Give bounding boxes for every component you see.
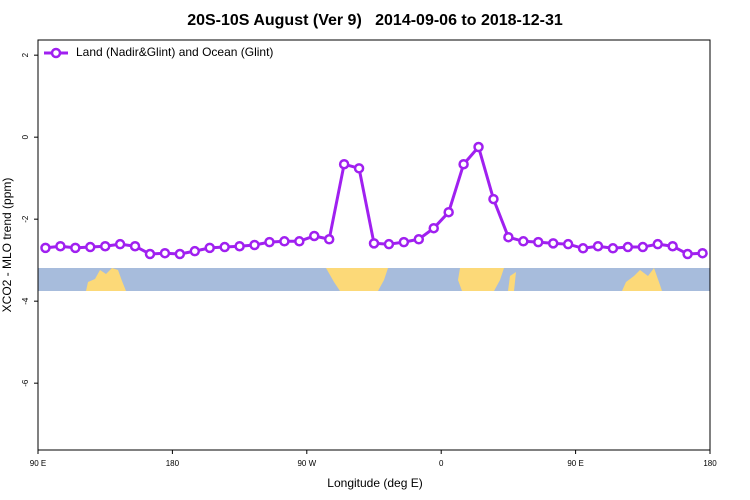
y-tick-label: 0 bbox=[21, 134, 30, 139]
map-strip bbox=[38, 268, 710, 291]
data-point bbox=[443, 206, 454, 218]
data-point bbox=[518, 236, 529, 247]
data-point bbox=[383, 238, 395, 250]
series-line bbox=[45, 143, 703, 256]
data-point bbox=[577, 243, 589, 254]
data-point bbox=[264, 236, 275, 248]
data-point bbox=[249, 239, 260, 251]
data-point bbox=[652, 238, 663, 250]
data-point bbox=[697, 247, 708, 259]
y-tick-label: -2 bbox=[21, 215, 30, 223]
x-tick-label: 0 bbox=[439, 459, 444, 468]
data-point bbox=[234, 240, 245, 252]
data-point bbox=[294, 236, 305, 247]
plot-frame bbox=[37, 39, 711, 451]
data-point bbox=[99, 240, 111, 252]
chart-title: 20S-10S August (Ver 9) 2014-09-06 to 201… bbox=[187, 12, 563, 29]
data-point bbox=[607, 243, 619, 254]
data-point bbox=[129, 240, 141, 252]
data-point bbox=[353, 163, 365, 174]
data-point bbox=[189, 245, 201, 257]
data-point bbox=[398, 236, 410, 248]
data-point bbox=[413, 234, 425, 245]
data-point bbox=[368, 238, 380, 249]
y-tick-label: -4 bbox=[21, 297, 30, 305]
data-point bbox=[70, 242, 81, 254]
data-point bbox=[428, 222, 439, 234]
data-point bbox=[458, 158, 469, 170]
data-point bbox=[562, 238, 574, 250]
x-tick-label: 90 E bbox=[30, 459, 46, 468]
data-point bbox=[159, 247, 171, 259]
data-point bbox=[219, 241, 230, 253]
data-point bbox=[309, 230, 320, 242]
data-point bbox=[547, 238, 559, 249]
data-point bbox=[114, 238, 126, 250]
x-tick-label: 90 W bbox=[297, 459, 316, 468]
data-point bbox=[174, 248, 186, 260]
data-point bbox=[533, 236, 544, 248]
data-point bbox=[637, 241, 649, 253]
y-tick-label: 2 bbox=[21, 52, 30, 57]
data-point bbox=[323, 234, 335, 245]
x-tick-label: 90 E bbox=[567, 459, 583, 468]
y-tick-label: -6 bbox=[21, 379, 30, 387]
data-point bbox=[85, 241, 96, 253]
data-point bbox=[338, 158, 350, 170]
x-axis-title: Longitude (deg E) bbox=[327, 476, 422, 490]
data-point bbox=[40, 242, 51, 254]
x-tick-label: 180 bbox=[166, 459, 180, 468]
legend-label: Land (Nadir&Glint) and Ocean (Glint) bbox=[76, 45, 273, 59]
y-axis-title: XCO2 - MLO trend (ppm) bbox=[0, 178, 14, 313]
data-point bbox=[592, 240, 604, 252]
data-point bbox=[622, 241, 634, 253]
data-point bbox=[279, 236, 290, 247]
data-point bbox=[682, 248, 693, 260]
data-point bbox=[503, 231, 514, 243]
data-point bbox=[667, 240, 678, 252]
data-point bbox=[144, 248, 156, 260]
legend-marker bbox=[50, 47, 62, 59]
x-tick-label: 180 bbox=[703, 459, 717, 468]
data-point bbox=[473, 141, 484, 153]
data-point bbox=[55, 240, 66, 252]
data-point bbox=[204, 242, 215, 254]
data-point bbox=[488, 193, 499, 205]
